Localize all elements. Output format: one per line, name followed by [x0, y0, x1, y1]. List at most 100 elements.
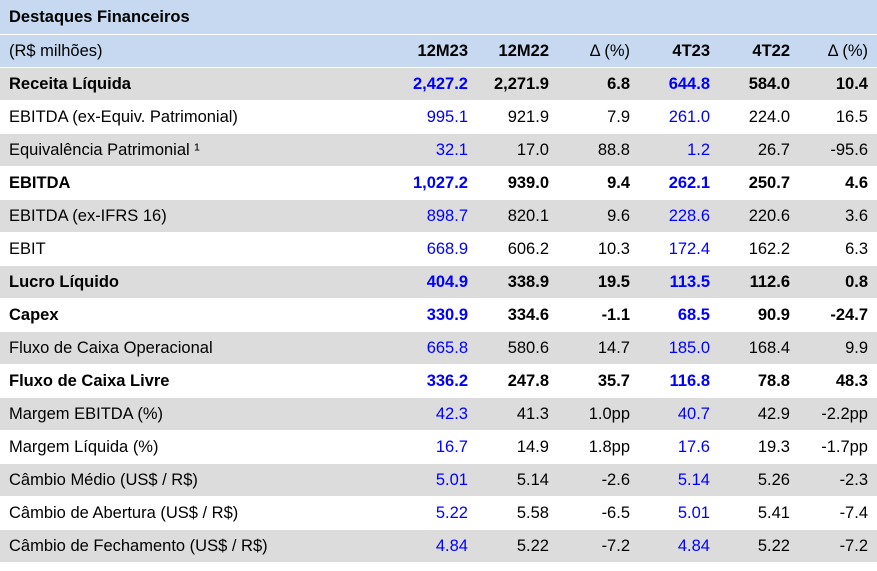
col-header-12m23: 12M23	[417, 41, 468, 60]
value-4t23: 172.4	[668, 239, 710, 258]
value-delta-annual: 7.9	[607, 107, 630, 126]
value-4t22: 78.8	[757, 371, 790, 390]
row-label: Fluxo de Caixa Livre	[9, 371, 170, 390]
row-label: Fluxo de Caixa Operacional	[9, 338, 213, 357]
value-4t23: 262.1	[668, 173, 710, 192]
value-delta-annual: 35.7	[597, 371, 630, 390]
row-label: Equivalência Patrimonial ¹	[9, 140, 200, 159]
value-12m22: 338.9	[507, 272, 549, 291]
value-12m23: 995.1	[426, 107, 468, 126]
value-delta-quarter: -95.6	[830, 140, 868, 159]
table-row: Câmbio de Abertura (US$ / R$) 5.22 5.58 -6.…	[0, 496, 877, 529]
row-label: EBITDA (ex-IFRS 16)	[9, 206, 167, 225]
value-12m22: 17.0	[516, 140, 549, 159]
value-12m23: 665.8	[426, 338, 468, 357]
value-12m23: 404.9	[426, 272, 468, 291]
value-4t22: 19.3	[757, 437, 790, 456]
value-12m22: 580.6	[507, 338, 549, 357]
table-row: Margem EBITDA (%) 42.3 41.3 1.0pp 40.7 42.9 -2…	[0, 397, 877, 430]
table-title: Destaques Financeiros	[0, 0, 877, 34]
value-delta-annual: 10.3	[597, 239, 630, 258]
value-12m22: 606.2	[507, 239, 549, 258]
value-4t22: 112.6	[749, 272, 790, 291]
table-row: Margem Líquida (%) 16.7 14.9 1.8pp 17.6 19.3 -…	[0, 430, 877, 463]
table-row: Fluxo de Caixa Livre 336.2 247.8 35.7 116.8 7…	[0, 364, 877, 397]
value-12m23: 5.22	[435, 503, 468, 522]
value-4t22: 5.22	[757, 536, 790, 555]
table-row: Câmbio Médio (US$ / R$) 5.01 5.14 -2.6 5.14 5…	[0, 463, 877, 496]
value-delta-quarter: 6.3	[845, 239, 868, 258]
value-12m23: 42.3	[435, 404, 468, 423]
value-delta-quarter: -1.7pp	[821, 437, 868, 456]
value-12m22: 247.8	[507, 371, 549, 390]
value-delta-quarter: 3.6	[845, 206, 868, 225]
unit-label: (R$ milhões)	[9, 41, 103, 60]
value-4t22: 26.7	[757, 140, 790, 159]
value-12m23: 898.7	[426, 206, 468, 225]
value-4t22: 162.2	[748, 239, 790, 258]
value-delta-quarter: 10.4	[835, 74, 868, 93]
row-label: Câmbio de Abertura (US$ / R$)	[9, 503, 239, 522]
value-delta-quarter: 9.9	[845, 338, 868, 357]
value-delta-quarter: 4.6	[845, 173, 868, 192]
value-4t23: 5.01	[677, 503, 710, 522]
value-12m23: 336.2	[426, 371, 468, 390]
value-4t22: 42.9	[757, 404, 790, 423]
value-12m22: 41.3	[516, 404, 549, 423]
value-delta-annual: -7.2	[601, 536, 630, 555]
value-12m22: 14.9	[516, 437, 549, 456]
value-4t22: 584.0	[748, 74, 790, 93]
value-12m23: 2,427.2	[412, 74, 468, 93]
col-header-12m22: 12M22	[498, 41, 549, 60]
value-delta-annual: 6.8	[607, 74, 630, 93]
value-delta-quarter: -2.2pp	[821, 404, 868, 423]
value-4t22: 220.6	[748, 206, 790, 225]
value-delta-annual: 1.0pp	[588, 404, 630, 423]
value-12m23: 32.1	[435, 140, 468, 159]
col-header-delta-quarter: Δ (%)	[827, 41, 868, 60]
value-4t23: 261.0	[668, 107, 710, 126]
table-row: Lucro Líquido 404.9 338.9 19.5 113.5 112.6 0.8	[0, 265, 877, 298]
row-label: EBITDA	[9, 173, 71, 192]
row-label: EBIT	[9, 239, 46, 258]
row-label: Câmbio Médio (US$ / R$)	[9, 470, 198, 489]
value-12m22: 5.58	[516, 503, 549, 522]
value-delta-quarter: -7.4	[839, 503, 868, 522]
col-header-4t23: 4T23	[672, 41, 710, 60]
value-delta-quarter: 48.3	[835, 371, 868, 390]
value-4t23: 5.14	[677, 470, 710, 489]
value-delta-annual: 9.4	[607, 173, 630, 192]
value-delta-annual: -6.5	[601, 503, 630, 522]
table-row: EBITDA 1,027.2 939.0 9.4 262.1 250.7 4.6	[0, 166, 877, 199]
col-header-delta-annual: Δ (%)	[589, 41, 630, 60]
value-4t23: 1.2	[687, 140, 710, 159]
table-row: Capex 330.9 334.6 -1.1 68.5 90.9 -24.7	[0, 298, 877, 331]
value-12m23: 5.01	[435, 470, 468, 489]
value-delta-quarter: 16.5	[835, 107, 868, 126]
table-row: Fluxo de Caixa Operacional 665.8 580.6 14.7…	[0, 331, 877, 364]
value-12m23: 16.7	[435, 437, 468, 456]
row-label: Margem Líquida (%)	[9, 437, 159, 456]
value-4t22: 250.7	[748, 173, 790, 192]
table-row: EBITDA (ex-Equiv. Patrimonial) 995.1 921.9…	[0, 100, 877, 133]
value-12m22: 939.0	[507, 173, 549, 192]
row-label: Receita Líquida	[9, 74, 131, 93]
value-4t23: 4.84	[677, 536, 710, 555]
value-4t23: 116.8	[669, 371, 710, 390]
row-label: Lucro Líquido	[9, 272, 119, 291]
value-delta-annual: 1.8pp	[588, 437, 630, 456]
row-label: Câmbio de Fechamento (US$ / R$)	[9, 536, 268, 555]
value-4t23: 40.7	[677, 404, 710, 423]
value-12m22: 820.1	[507, 206, 549, 225]
value-delta-annual: 14.7	[597, 338, 630, 357]
value-12m22: 921.9	[507, 107, 549, 126]
value-delta-quarter: -2.3	[839, 470, 868, 489]
value-4t23: 228.6	[668, 206, 710, 225]
row-label: EBITDA (ex-Equiv. Patrimonial)	[9, 107, 238, 126]
value-12m23: 4.84	[435, 536, 468, 555]
value-delta-annual: 88.8	[597, 140, 630, 159]
row-label: Capex	[9, 305, 59, 324]
value-delta-annual: 19.5	[597, 272, 630, 291]
value-4t23: 113.5	[669, 272, 710, 291]
value-12m23: 330.9	[426, 305, 468, 324]
